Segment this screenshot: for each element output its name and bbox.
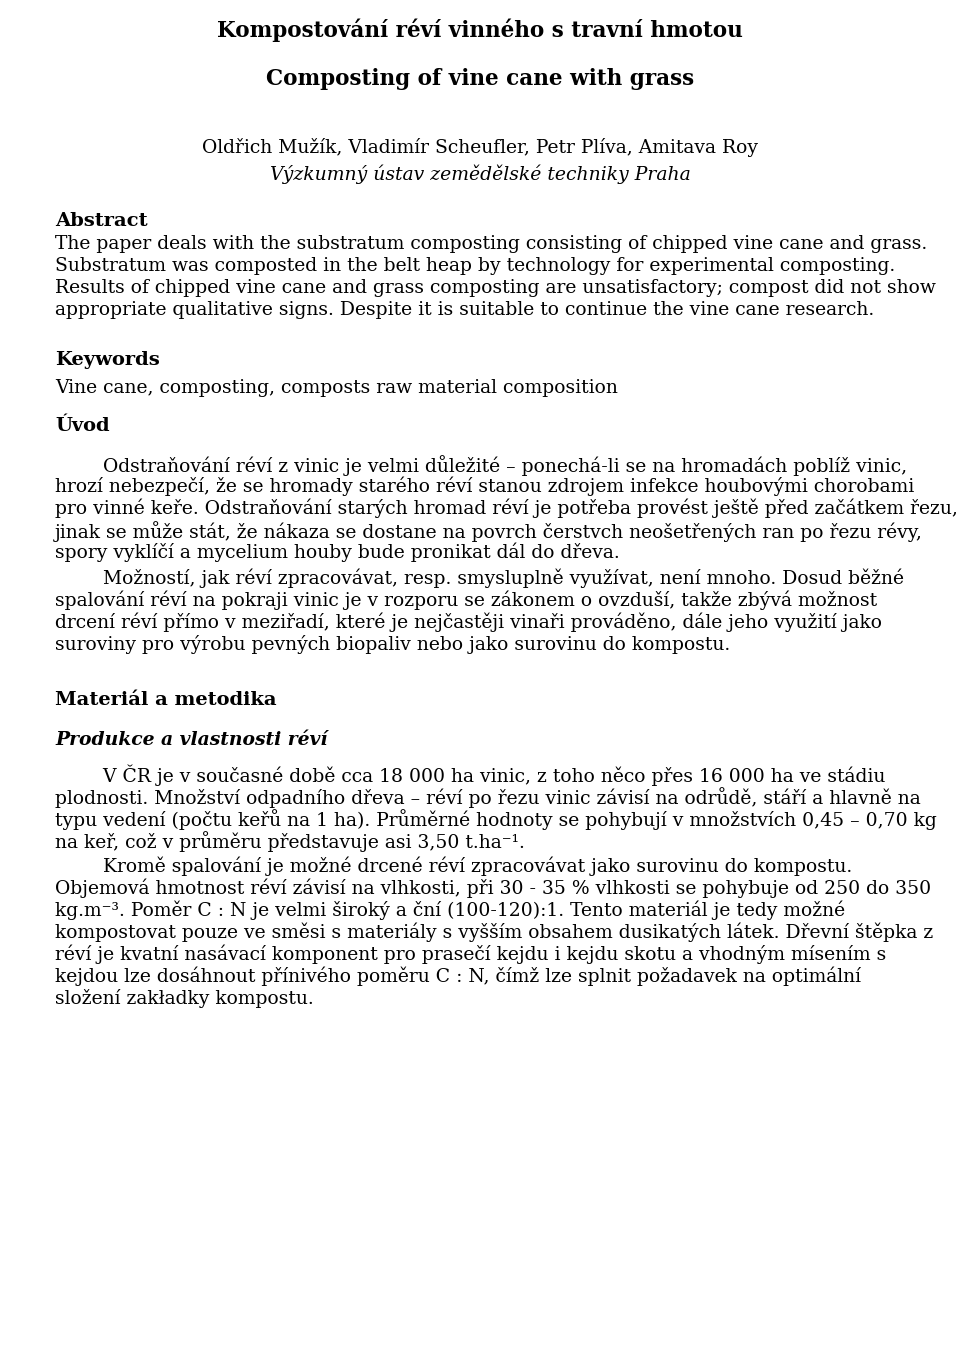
Text: Results of chipped vine cane and grass composting are unsatisfactory; compost di: Results of chipped vine cane and grass c… bbox=[55, 280, 936, 297]
Text: spory vyklíčí a mycelium houby bude pronikat dál do dřeva.: spory vyklíčí a mycelium houby bude pron… bbox=[55, 543, 620, 562]
Text: Kompostování réví vinného s travní hmotou: Kompostování réví vinného s travní hmoto… bbox=[217, 18, 743, 42]
Text: spalování réví na pokraji vinic je v rozporu se zákonem o ovzduší, takže zbývá m: spalování réví na pokraji vinic je v roz… bbox=[55, 590, 877, 611]
Text: réví je kvatní nasávací komponent pro prasečí kejdu i kejdu skotu a vhodným míse: réví je kvatní nasávací komponent pro pr… bbox=[55, 944, 886, 965]
Text: drcení réví přímo v meziřadí, které je nejčastěji vinaři prováděno, dále jeho vy: drcení réví přímo v meziřadí, které je n… bbox=[55, 613, 882, 632]
Text: typu vedení (počtu keřů na 1 ha). Průměrné hodnoty se pohybují v množstvích 0,45: typu vedení (počtu keřů na 1 ha). Průměr… bbox=[55, 809, 937, 830]
Text: pro vinné keře. Odstraňování starých hromad réví je potřeba provést ještě před z: pro vinné keře. Odstraňování starých hro… bbox=[55, 499, 958, 519]
Text: kg.m⁻³. Poměr C : N je velmi široký a ční (100-120):1. Tento materiál je tedy mo: kg.m⁻³. Poměr C : N je velmi široký a čn… bbox=[55, 901, 845, 920]
Text: Výzkumný ústav zemědělské techniky Praha: Výzkumný ústav zemědělské techniky Praha bbox=[270, 163, 690, 184]
Text: Úvod: Úvod bbox=[55, 417, 109, 435]
Text: na keř, což v průměru představuje asi 3,50 t.ha⁻¹.: na keř, což v průměru představuje asi 3,… bbox=[55, 831, 525, 852]
Text: Keywords: Keywords bbox=[55, 351, 159, 369]
Text: Materiál a metodika: Materiál a metodika bbox=[55, 690, 276, 709]
Text: Produkce a vlastnosti réví: Produkce a vlastnosti réví bbox=[55, 731, 327, 748]
Text: Objemová hmotnost réví závisí na vlhkosti, při 30 - 35 % vlhkosti se pohybuje od: Objemová hmotnost réví závisí na vlhkost… bbox=[55, 880, 931, 898]
Text: Oldřich Mužík, Vladimír Scheufler, Petr Plíva, Amitava Roy: Oldřich Mužík, Vladimír Scheufler, Petr … bbox=[202, 138, 758, 157]
Text: Možností, jak réví zpracovávat, resp. smysluplně využívat, není mnoho. Dosud běž: Možností, jak réví zpracovávat, resp. sm… bbox=[55, 569, 904, 589]
Text: Composting of vine cane with grass: Composting of vine cane with grass bbox=[266, 68, 694, 91]
Text: Odstraňování réví z vinic je velmi důležité – ponechá-li se na hromadách poblíž : Odstraňování réví z vinic je velmi důlež… bbox=[55, 455, 907, 476]
Text: Vine cane, composting, composts raw material composition: Vine cane, composting, composts raw mate… bbox=[55, 380, 618, 397]
Text: plodnosti. Množství odpadního dřeva – réví po řezu vinic závisí na odrůdě, stáří: plodnosti. Množství odpadního dřeva – ré… bbox=[55, 788, 921, 808]
Text: The paper deals with the substratum composting consisting of chipped vine cane a: The paper deals with the substratum comp… bbox=[55, 235, 927, 253]
Text: hrozí nebezpečí, že se hromady starého réví stanou zdrojem infekce houbovými cho: hrozí nebezpečí, že se hromady starého r… bbox=[55, 477, 914, 497]
Text: kompostovat pouze ve směsi s materiály s vyšším obsahem dusikatých látek. Dřevní: kompostovat pouze ve směsi s materiály s… bbox=[55, 923, 933, 943]
Text: kejdou lze dosáhnout přínivého poměru C : N, čímž lze splnit požadavek na optimá: kejdou lze dosáhnout přínivého poměru C … bbox=[55, 967, 861, 986]
Text: Kromě spalování je možné drcené réví zpracovávat jako surovinu do kompostu.: Kromě spalování je možné drcené réví zpr… bbox=[55, 857, 852, 877]
Text: appropriate qualitative signs. Despite it is suitable to continue the vine cane : appropriate qualitative signs. Despite i… bbox=[55, 301, 875, 319]
Text: suroviny pro výrobu pevných biopaliv nebo jako surovinu do kompostu.: suroviny pro výrobu pevných biopaliv neb… bbox=[55, 635, 731, 654]
Text: Abstract: Abstract bbox=[55, 212, 148, 230]
Text: složení zakładky kompostu.: složení zakładky kompostu. bbox=[55, 989, 314, 1008]
Text: Substratum was composted in the belt heap by technology for experimental compost: Substratum was composted in the belt hea… bbox=[55, 257, 896, 276]
Text: V ČR je v současné době cca 18 000 ha vinic, z toho něco přes 16 000 ha ve stádi: V ČR je v současné době cca 18 000 ha vi… bbox=[55, 765, 885, 786]
Text: jinak se může stát, že nákaza se dostane na povrch čerstvch neošetřených ran po : jinak se může stát, že nákaza se dostane… bbox=[55, 521, 923, 542]
